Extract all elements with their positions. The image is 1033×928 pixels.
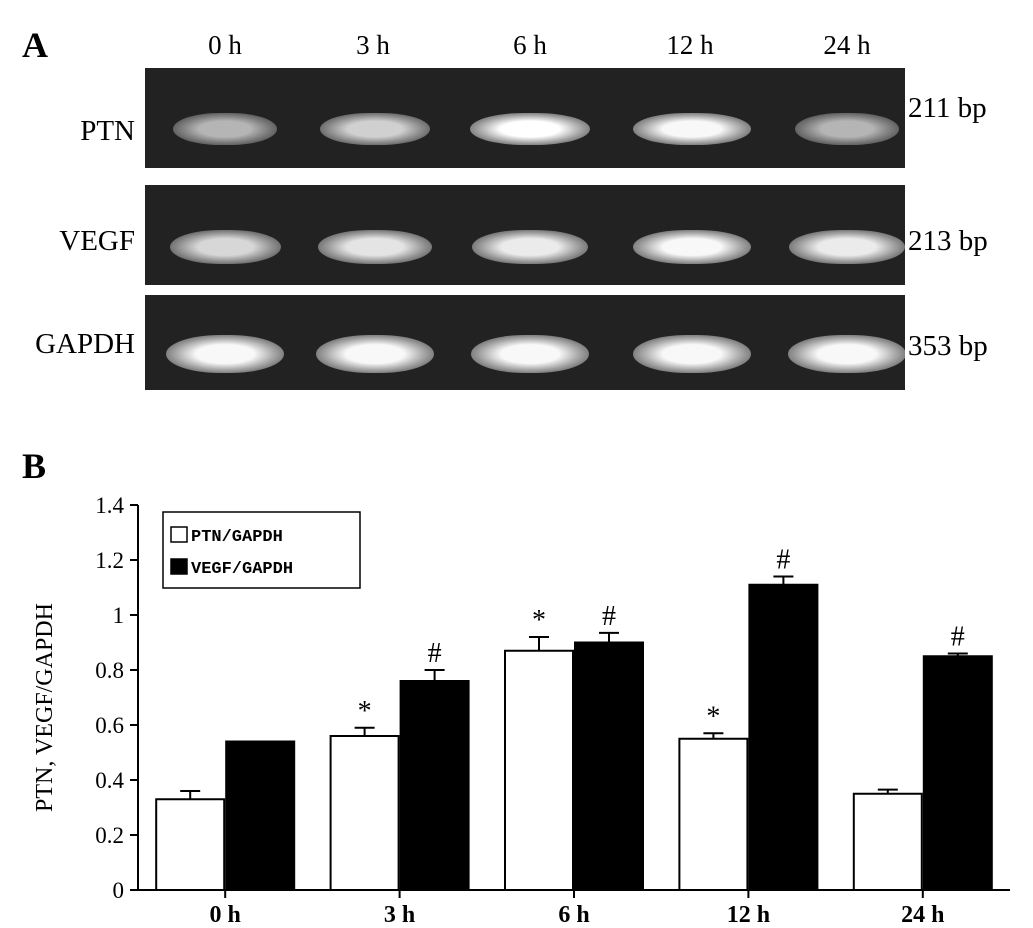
bar [852, 792, 923, 891]
row-label-ptn: PTN [80, 115, 135, 147]
gel-strip-vegf [145, 185, 905, 285]
y-tick-label: 0.4 [95, 768, 124, 793]
legend-swatch [170, 526, 188, 543]
bar [574, 641, 644, 891]
x-tick-label: 24 h [901, 902, 944, 928]
x-tick-label: 0 h [210, 902, 241, 928]
y-tick-label: 1.4 [95, 493, 124, 518]
x-tick-label: 3 h [384, 902, 415, 928]
significance-mark: # [776, 545, 790, 576]
bp-label-ptn: 211 bp [908, 92, 987, 124]
bar [922, 655, 993, 891]
x-tick-label: 6 h [558, 902, 589, 928]
bar [504, 649, 574, 891]
gel-band [470, 113, 590, 145]
significance-mark: # [602, 601, 616, 632]
y-tick-label: 0.2 [95, 823, 124, 848]
row-label-gapdh: GAPDH [35, 328, 135, 360]
y-axis-label: PTN, VEGF/GAPDH [32, 603, 58, 812]
legend-label: VEGF/GAPDH [191, 560, 293, 579]
y-tick-label: 1.2 [95, 548, 124, 573]
gel-band [632, 230, 752, 264]
row-label-vegf: VEGF [59, 225, 135, 257]
gel-band [472, 230, 588, 264]
bar [225, 740, 296, 891]
lane-label-6h: 6 h [513, 30, 547, 60]
gel-band [165, 335, 285, 373]
lane-label-12h: 12 h [666, 30, 714, 60]
gel-band [318, 230, 432, 264]
lane-label-0h: 0 h [208, 30, 242, 60]
gel-band [789, 230, 905, 264]
legend-label: PTN/GAPDH [191, 528, 283, 547]
significance-mark: * [532, 605, 546, 636]
lane-label-24h: 24 h [823, 30, 871, 60]
bp-label-vegf: 213 bp [908, 225, 988, 257]
significance-mark: # [428, 638, 442, 669]
panel-b-label: B [22, 446, 47, 486]
gel-strip-gapdh [145, 295, 905, 390]
legend-swatch [170, 558, 188, 575]
y-tick-label: 0.6 [95, 713, 124, 738]
legend-box [162, 511, 361, 589]
y-tick-label: 0.8 [95, 658, 124, 683]
gel-band [470, 335, 590, 373]
significance-mark: # [951, 622, 965, 653]
bp-label-gapdh: 353 bp [908, 330, 988, 362]
significance-mark: * [358, 696, 372, 727]
gel-band [795, 113, 899, 145]
gel-band [320, 113, 430, 145]
bar [329, 735, 400, 891]
y-tick-label: 0 [113, 878, 125, 903]
bar [748, 583, 819, 891]
gel-band [173, 113, 277, 145]
gel-band [169, 230, 281, 264]
gel-strip-ptn [145, 68, 905, 168]
lane-label-3h: 3 h [356, 30, 390, 60]
gel-band [315, 335, 435, 373]
gel-band [632, 335, 752, 373]
x-tick-label: 12 h [727, 902, 770, 928]
bar [399, 680, 470, 891]
bar [678, 737, 749, 891]
y-tick-label: 1 [113, 603, 125, 628]
panel-a-label: A [22, 25, 48, 65]
significance-mark: * [706, 701, 720, 732]
bar [155, 798, 226, 891]
gel-band [787, 335, 905, 373]
gel-band [632, 113, 752, 145]
